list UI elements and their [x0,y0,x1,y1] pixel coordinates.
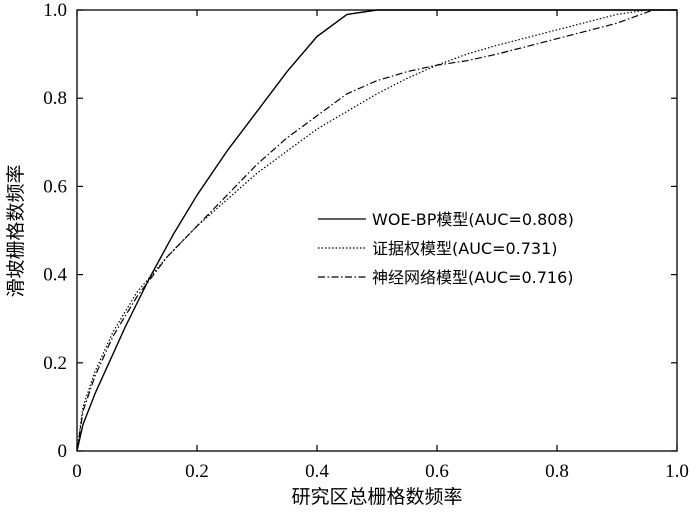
series-line-0 [76,9,677,452]
plot-frame [76,9,678,452]
y-axis-title: 滑坡栅格数频率 [5,164,27,297]
y-tick-label: 0.8 [43,88,67,109]
y-tick-label: 0.2 [43,353,67,374]
legend-label-woe-bp: WOE-BP模型(AUC=0.808) [372,210,574,229]
y-tick-label: 0.4 [43,265,67,286]
x-tick-label: 1.0 [665,461,689,482]
legend-label-neural-network: 神经网络模型(AUC=0.716) [372,268,574,287]
legend-label-weight-of-evidence: 证据权模型(AUC=0.731) [372,239,558,258]
series-layer [76,9,677,452]
series-line-2 [76,9,677,452]
legend: WOE-BP模型(AUC=0.808) 证据权模型(AUC=0.731) 神经网… [318,210,574,287]
x-tick-label: 0.6 [425,461,449,482]
x-tick-label: 0 [72,461,82,482]
y-tick-label: 0.6 [43,176,67,197]
x-tick-label: 0.2 [185,461,209,482]
series-line-1 [76,9,677,452]
y-tick-label: 1.0 [43,0,67,21]
x-tick-label: 0.4 [305,461,329,482]
axis-ticks: 0 0.2 0.4 0.6 0.8 1.0 0 0.2 0.4 0.6 0.8 1.0 [43,0,689,482]
x-tick-label: 0.8 [545,461,569,482]
y-tick-label: 0 [58,441,68,462]
x-axis-title: 研究区总栅格数频率 [291,486,462,508]
